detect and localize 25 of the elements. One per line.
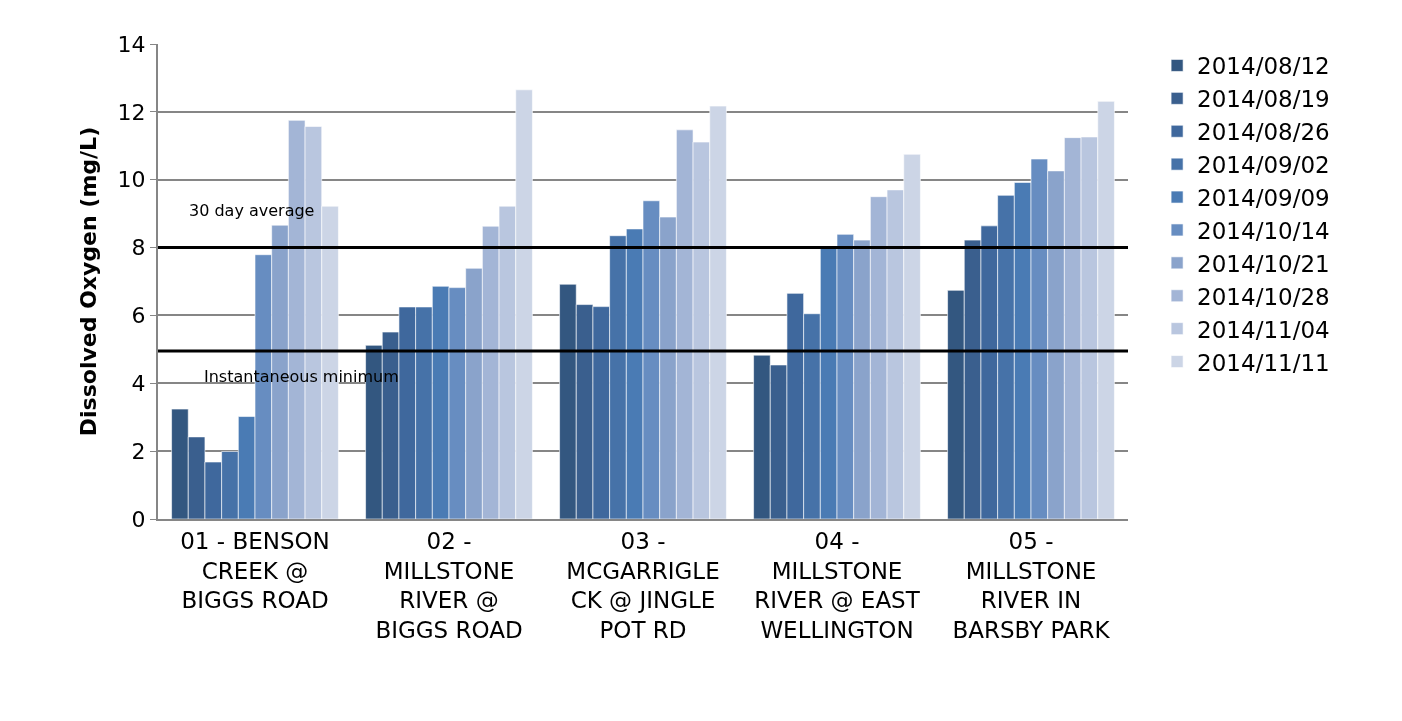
y-tick-label: 2 bbox=[131, 438, 146, 464]
y-tick-label: 12 bbox=[117, 99, 146, 125]
legend-label: 2014/11/11 bbox=[1197, 349, 1330, 376]
y-tick-label: 4 bbox=[131, 370, 146, 396]
legend-label: 2014/09/02 bbox=[1197, 152, 1330, 179]
x-tick-label: 02 - MILLSTONE RIVER @ BIGGS ROAD bbox=[375, 527, 523, 644]
x-tick-label: 03 - MCGARRIGLE CK @ JINGLE POT RD bbox=[566, 527, 720, 644]
x-tick-label: 04 - MILLSTONE RIVER @ EAST WELLINGTON bbox=[754, 527, 921, 644]
legend-label: 2014/08/12 bbox=[1197, 53, 1330, 80]
legend-label: 2014/08/26 bbox=[1197, 119, 1330, 146]
legend-label: 2014/11/04 bbox=[1197, 316, 1330, 343]
y-tick-label: 14 bbox=[117, 31, 146, 57]
y-tick-label: 6 bbox=[131, 303, 146, 329]
ref-line-label: 30 day average bbox=[189, 201, 315, 220]
y-axis-title: Dissolved Oxygen (mg/L) bbox=[75, 126, 101, 437]
legend-label: 2014/08/19 bbox=[1197, 86, 1330, 113]
y-tick-label: 0 bbox=[131, 506, 146, 532]
y-tick-label: 8 bbox=[131, 235, 146, 261]
x-tick-label: 05 - MILLSTONE RIVER IN BARSBY PARK bbox=[952, 527, 1111, 644]
legend-label: 2014/10/14 bbox=[1197, 217, 1330, 244]
legend-label: 2014/10/28 bbox=[1197, 283, 1330, 310]
x-tick-label: 01 - BENSON CREEK @ BIGGS ROAD bbox=[180, 527, 330, 614]
y-tick-label: 10 bbox=[117, 167, 146, 193]
legend-label: 2014/10/21 bbox=[1197, 250, 1330, 277]
legend-label: 2014/09/09 bbox=[1197, 185, 1330, 212]
